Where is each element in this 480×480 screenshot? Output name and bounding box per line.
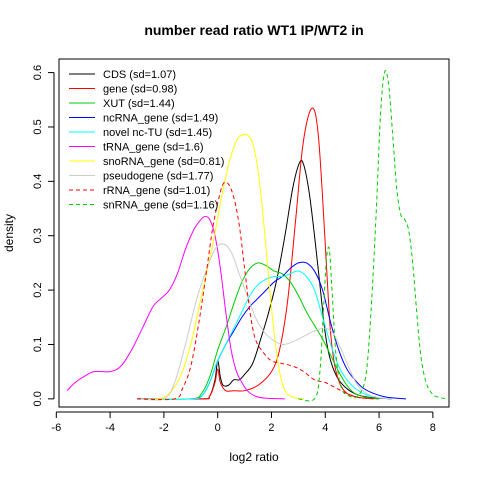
x-axis-label: log2 ratio	[229, 450, 279, 464]
y-tick-label: 0.2	[32, 282, 44, 297]
legend-entry-label: pseudogene (sd=1.77)	[103, 171, 213, 183]
series-line-10	[298, 70, 450, 402]
x-tick-label: 4	[322, 422, 328, 434]
legend-entry-label: novel nc-TU (sd=1.45)	[103, 127, 212, 139]
x-tick-label: 6	[376, 422, 382, 434]
x-tick-label: -4	[105, 422, 115, 434]
legend-entry-label: tRNA_gene (sd=1.6)	[103, 142, 204, 154]
legend-entry-label: snRNA_gene (sd=1.16)	[103, 200, 218, 212]
x-tick-label: -2	[159, 422, 169, 434]
legend-entry-label: ncRNA_gene (sd=1.49)	[103, 113, 218, 125]
series-layer	[66, 70, 450, 402]
legend-entry-label: CDS (sd=1.07)	[103, 69, 176, 81]
series-line-6	[66, 215, 285, 400]
x-tick-label: -6	[51, 422, 61, 434]
legend-entry-label: gene (sd=0.98)	[103, 84, 177, 96]
y-tick-label: 0.4	[32, 174, 44, 189]
x-tick-label: 0	[215, 422, 221, 434]
y-tick-label: 0.3	[32, 228, 44, 243]
y-tick-label: 0.5	[32, 119, 44, 134]
y-tick-label: 0.0	[32, 391, 44, 406]
y-tick-label: 0.6	[32, 65, 44, 80]
y-tick-label: 0.1	[32, 337, 44, 352]
series-line-7	[136, 133, 304, 400]
chart-title: number read ratio WT1 IP/WT2 in	[144, 22, 363, 38]
series-line-5	[136, 270, 393, 400]
x-tick-label: 2	[268, 422, 274, 434]
legend-entry-label: XUT (sd=1.44)	[103, 98, 175, 110]
y-axis: 0.0 0.1 0.2 0.3 0.4 0.5 0.6	[32, 65, 55, 406]
series-line-8	[136, 243, 393, 401]
legend: CDS (sd=1.07) gene (sd=0.98) XUT (sd=1.44)…	[69, 69, 224, 212]
legend-entry-label: rRNA_gene (sd=1.01)	[103, 185, 210, 197]
series-line-2	[136, 107, 380, 400]
series-line-3	[136, 262, 380, 400]
y-axis-label: density	[2, 214, 16, 252]
legend-entry-label: snoRNA_gene (sd=0.81)	[103, 156, 224, 168]
x-axis: -6 -4 -2 0 2 4 6 8	[51, 411, 436, 434]
x-tick-label: 8	[430, 422, 436, 434]
plot-frame	[58, 58, 450, 408]
